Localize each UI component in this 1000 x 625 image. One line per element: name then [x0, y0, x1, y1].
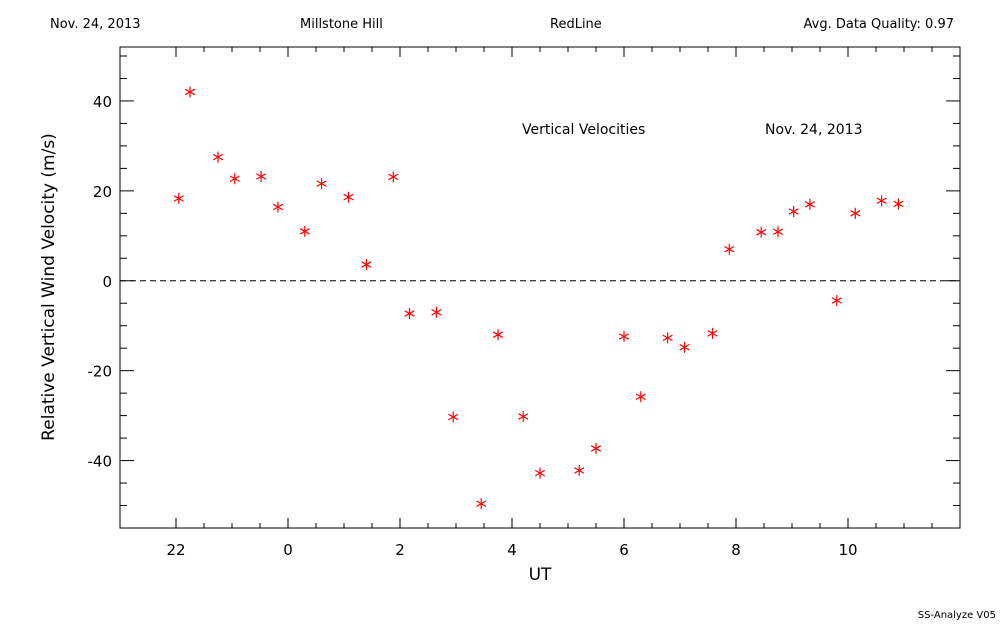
data-point — [173, 192, 184, 204]
data-point-stroke — [662, 334, 673, 342]
header-site: Millstone Hill — [300, 17, 383, 32]
header-data-quality: Avg. Data Quality: 0.97 — [803, 17, 954, 32]
data-point — [679, 341, 690, 353]
data-point — [574, 464, 585, 476]
data-point-stroke — [229, 175, 240, 182]
data-point — [388, 171, 399, 183]
data-point — [256, 170, 267, 182]
data-point-stroke — [184, 88, 196, 96]
data-point-stroke — [590, 445, 602, 452]
data-point — [831, 295, 842, 307]
x-tick-label: 22 — [166, 541, 185, 559]
data-point-stroke — [831, 297, 842, 304]
y-tick-label: -20 — [88, 363, 113, 381]
data-point — [476, 498, 487, 510]
data-point — [299, 225, 310, 237]
data-point-stroke — [476, 500, 487, 507]
x-tick-label: 10 — [838, 541, 857, 559]
plot-frame — [119, 46, 961, 529]
y-tick-label: 0 — [102, 273, 112, 291]
data-point — [618, 330, 630, 342]
x-tick-label: 6 — [619, 541, 629, 559]
data-point — [756, 226, 767, 238]
data-point — [316, 178, 327, 190]
data-point-stroke — [804, 201, 816, 208]
data-point — [518, 411, 529, 423]
data-point-stroke — [299, 228, 310, 235]
data-point-stroke — [361, 261, 372, 268]
x-axis-title: UT — [529, 565, 552, 585]
data-point-stroke — [635, 393, 646, 401]
data-point-stroke — [756, 228, 767, 236]
data-point — [850, 207, 861, 219]
data-point — [534, 467, 546, 479]
data-point-stroke — [173, 195, 184, 202]
data-point-stroke — [256, 173, 267, 180]
y-tick-labels: 40 20 0 -20 -40 — [88, 93, 113, 471]
data-point — [662, 332, 673, 344]
y-tick-label: 40 — [93, 93, 112, 111]
header-date: Nov. 24, 2013 — [50, 17, 141, 32]
data-point-stroke — [724, 246, 735, 253]
data-point-stroke — [388, 173, 399, 181]
y-tick-label: 20 — [93, 183, 112, 201]
data-point-stroke — [772, 228, 784, 236]
data-point-stroke — [316, 180, 327, 187]
x-tick-label: 0 — [283, 541, 293, 559]
header-instrument: RedLine — [550, 17, 602, 32]
data-point — [804, 198, 816, 210]
footer-version: SS-Analyze V05 — [917, 610, 996, 621]
x-tick-label: 2 — [395, 541, 405, 559]
data-point — [431, 306, 442, 318]
data-point — [212, 151, 224, 163]
data-point-stroke — [788, 208, 799, 215]
data-point — [893, 198, 904, 210]
data-point — [184, 86, 196, 98]
data-point-stroke — [212, 153, 224, 161]
data-point — [707, 327, 718, 339]
data-point — [724, 243, 735, 255]
y-tick-label: -40 — [88, 453, 113, 471]
data-point — [272, 201, 284, 213]
data-point — [492, 329, 504, 341]
data-point-stroke — [343, 193, 354, 201]
data-point-stroke — [707, 330, 718, 337]
data-point-stroke — [518, 413, 529, 420]
axis-ticks — [120, 47, 960, 528]
data-point-stroke — [492, 331, 504, 338]
data-point-stroke — [876, 197, 887, 205]
data-points — [173, 86, 904, 510]
x-tick-label: 4 — [507, 541, 517, 559]
x-tick-label: 8 — [731, 541, 741, 559]
data-point — [404, 308, 415, 320]
data-point — [229, 173, 240, 185]
data-point-stroke — [534, 469, 546, 477]
data-point — [343, 191, 354, 203]
y-axis-title: Relative Vertical Wind Velocity (m/s) — [39, 133, 59, 441]
data-point — [788, 206, 799, 218]
annotation-date: Nov. 24, 2013 — [765, 122, 862, 138]
data-point-stroke — [679, 344, 690, 351]
data-point-stroke — [893, 200, 904, 208]
data-point — [590, 442, 602, 454]
x-tick-labels: 22 0 2 4 6 8 10 — [166, 541, 857, 559]
data-point — [361, 259, 372, 271]
data-point — [635, 391, 646, 403]
data-point-stroke — [404, 310, 415, 317]
data-point-stroke — [448, 413, 459, 421]
data-point — [448, 411, 459, 423]
data-point-stroke — [574, 467, 585, 474]
data-point-stroke — [431, 308, 442, 316]
data-point — [772, 226, 784, 238]
data-point-stroke — [850, 210, 861, 217]
data-point-stroke — [618, 333, 630, 340]
data-point — [876, 195, 887, 207]
annotation-title: Vertical Velocities — [522, 122, 645, 138]
data-point-stroke — [272, 203, 284, 211]
